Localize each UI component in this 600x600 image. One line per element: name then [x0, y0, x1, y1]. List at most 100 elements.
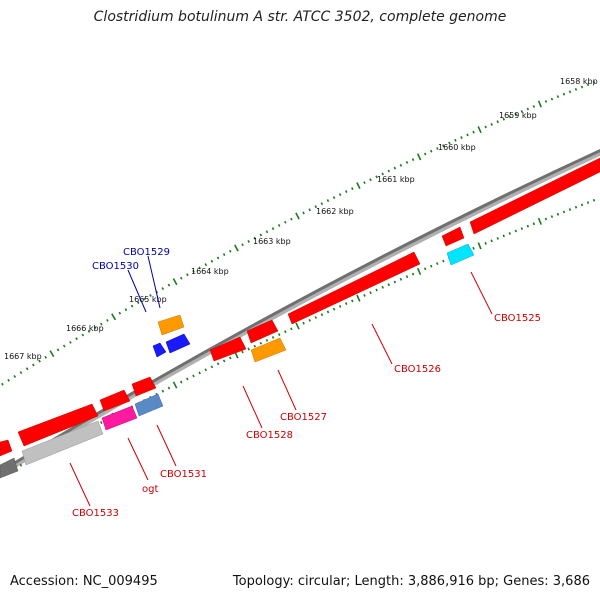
minor-tick — [271, 227, 275, 231]
minor-tick — [241, 243, 244, 247]
major-tick — [295, 212, 300, 220]
backbone — [0, 148, 600, 478]
minor-tick — [186, 273, 189, 277]
minor-tick — [204, 368, 208, 372]
minor-tick — [556, 212, 560, 216]
minor-tick — [136, 301, 140, 304]
feature-orange-cbo1527 — [250, 337, 287, 363]
minor-tick — [259, 341, 263, 345]
feature-cds-cbo1528 — [209, 336, 247, 362]
feature-orange-a — [157, 314, 185, 336]
minor-tick — [186, 377, 189, 381]
feature-cds-d — [131, 376, 157, 397]
minor-tick — [118, 311, 122, 315]
minor-tick — [338, 193, 342, 196]
minor-tick — [399, 277, 403, 281]
minor-tick — [326, 310, 330, 314]
feature-cds-e — [17, 403, 99, 447]
minor-tick — [271, 336, 275, 339]
minor-tick — [466, 133, 469, 137]
gene-label-cbo1533: CBO1533 — [72, 508, 119, 519]
feature-cds-right — [469, 157, 600, 235]
minor-tick — [442, 259, 445, 263]
feature-gray-cbo1533 — [21, 420, 104, 466]
gene-label-cbo1531: CBO1531 — [160, 469, 207, 480]
gene-label-cbo1530: CBO1530 — [92, 261, 139, 272]
minor-tick — [302, 211, 305, 215]
minor-tick — [259, 233, 263, 237]
minor-tick — [369, 291, 372, 295]
outer-tick-ring — [1, 80, 596, 386]
minor-tick — [204, 263, 208, 267]
major-tick — [416, 267, 422, 276]
minor-tick — [44, 355, 47, 359]
scale-label-1663: 1663 kbp — [253, 237, 291, 246]
minor-tick — [520, 227, 524, 231]
feature-track-outer — [0, 157, 600, 457]
minor-tick — [265, 338, 269, 342]
minor-tick — [472, 130, 475, 134]
minor-tick — [562, 210, 566, 214]
gene-label-cbo1529: CBO1529 — [123, 247, 170, 258]
minor-tick — [411, 272, 415, 276]
minor-tick — [32, 363, 35, 367]
minor-tick — [332, 196, 336, 199]
feature-cds-b — [246, 319, 279, 344]
minor-tick — [502, 117, 505, 121]
feature-cyan-cbo1525 — [446, 243, 475, 266]
minor-tick — [326, 199, 330, 203]
minor-tick — [198, 371, 201, 375]
major-tick — [477, 126, 482, 134]
minor-tick — [375, 288, 378, 292]
minor-tick — [241, 350, 244, 354]
minor-tick — [351, 187, 354, 190]
minor-tick — [81, 333, 85, 337]
minor-tick — [308, 318, 311, 322]
feature-cds-c — [99, 389, 131, 412]
minor-tick — [179, 380, 183, 384]
minor-tick — [490, 122, 493, 126]
minor-tick — [229, 356, 232, 360]
genome-summary-text: Topology: circular; Length: 3,886,916 bp… — [232, 574, 590, 589]
minor-tick — [106, 318, 109, 322]
minor-tick — [179, 276, 183, 280]
minor-tick — [472, 246, 475, 250]
minor-tick — [423, 152, 427, 156]
minor-tick — [143, 297, 146, 301]
inner-tick-ring — [1, 198, 596, 477]
minor-tick — [56, 348, 60, 352]
accession-text: Accession: NC_009495 — [10, 574, 158, 589]
minor-tick — [38, 359, 41, 363]
minor-tick — [568, 90, 572, 94]
minor-tick — [167, 386, 171, 390]
minor-tick — [405, 275, 409, 279]
minor-tick — [351, 299, 354, 303]
minor-tick — [161, 389, 165, 393]
minor-tick — [320, 313, 324, 317]
minor-tick — [93, 326, 97, 330]
gene-label-cbo1528: CBO1528 — [246, 430, 293, 441]
minor-tick — [592, 80, 596, 84]
major-tick — [537, 217, 542, 225]
minor-tick — [344, 302, 348, 306]
minor-tick — [574, 205, 578, 209]
major-tick — [172, 278, 178, 286]
gene-label-cbo1526: CBO1526 — [394, 364, 441, 375]
minor-tick — [216, 256, 220, 260]
minor-tick — [393, 280, 397, 284]
minor-tick — [192, 269, 195, 273]
gene-label-ogt: ogt — [142, 484, 158, 495]
minor-tick — [198, 266, 201, 270]
minor-tick — [436, 147, 439, 150]
minor-tick — [100, 322, 103, 326]
minor-tick — [562, 92, 566, 96]
scale-labels: 1658 kbp 1659 kbp 1660 kbp 1661 kbp 1662… — [4, 77, 598, 361]
minor-tick — [314, 316, 318, 319]
minor-tick — [283, 220, 287, 224]
minor-tick — [550, 97, 554, 101]
minor-tick — [192, 374, 195, 378]
leader-lines — [69, 255, 493, 507]
minor-tick — [369, 178, 372, 182]
minor-tick — [363, 181, 366, 185]
